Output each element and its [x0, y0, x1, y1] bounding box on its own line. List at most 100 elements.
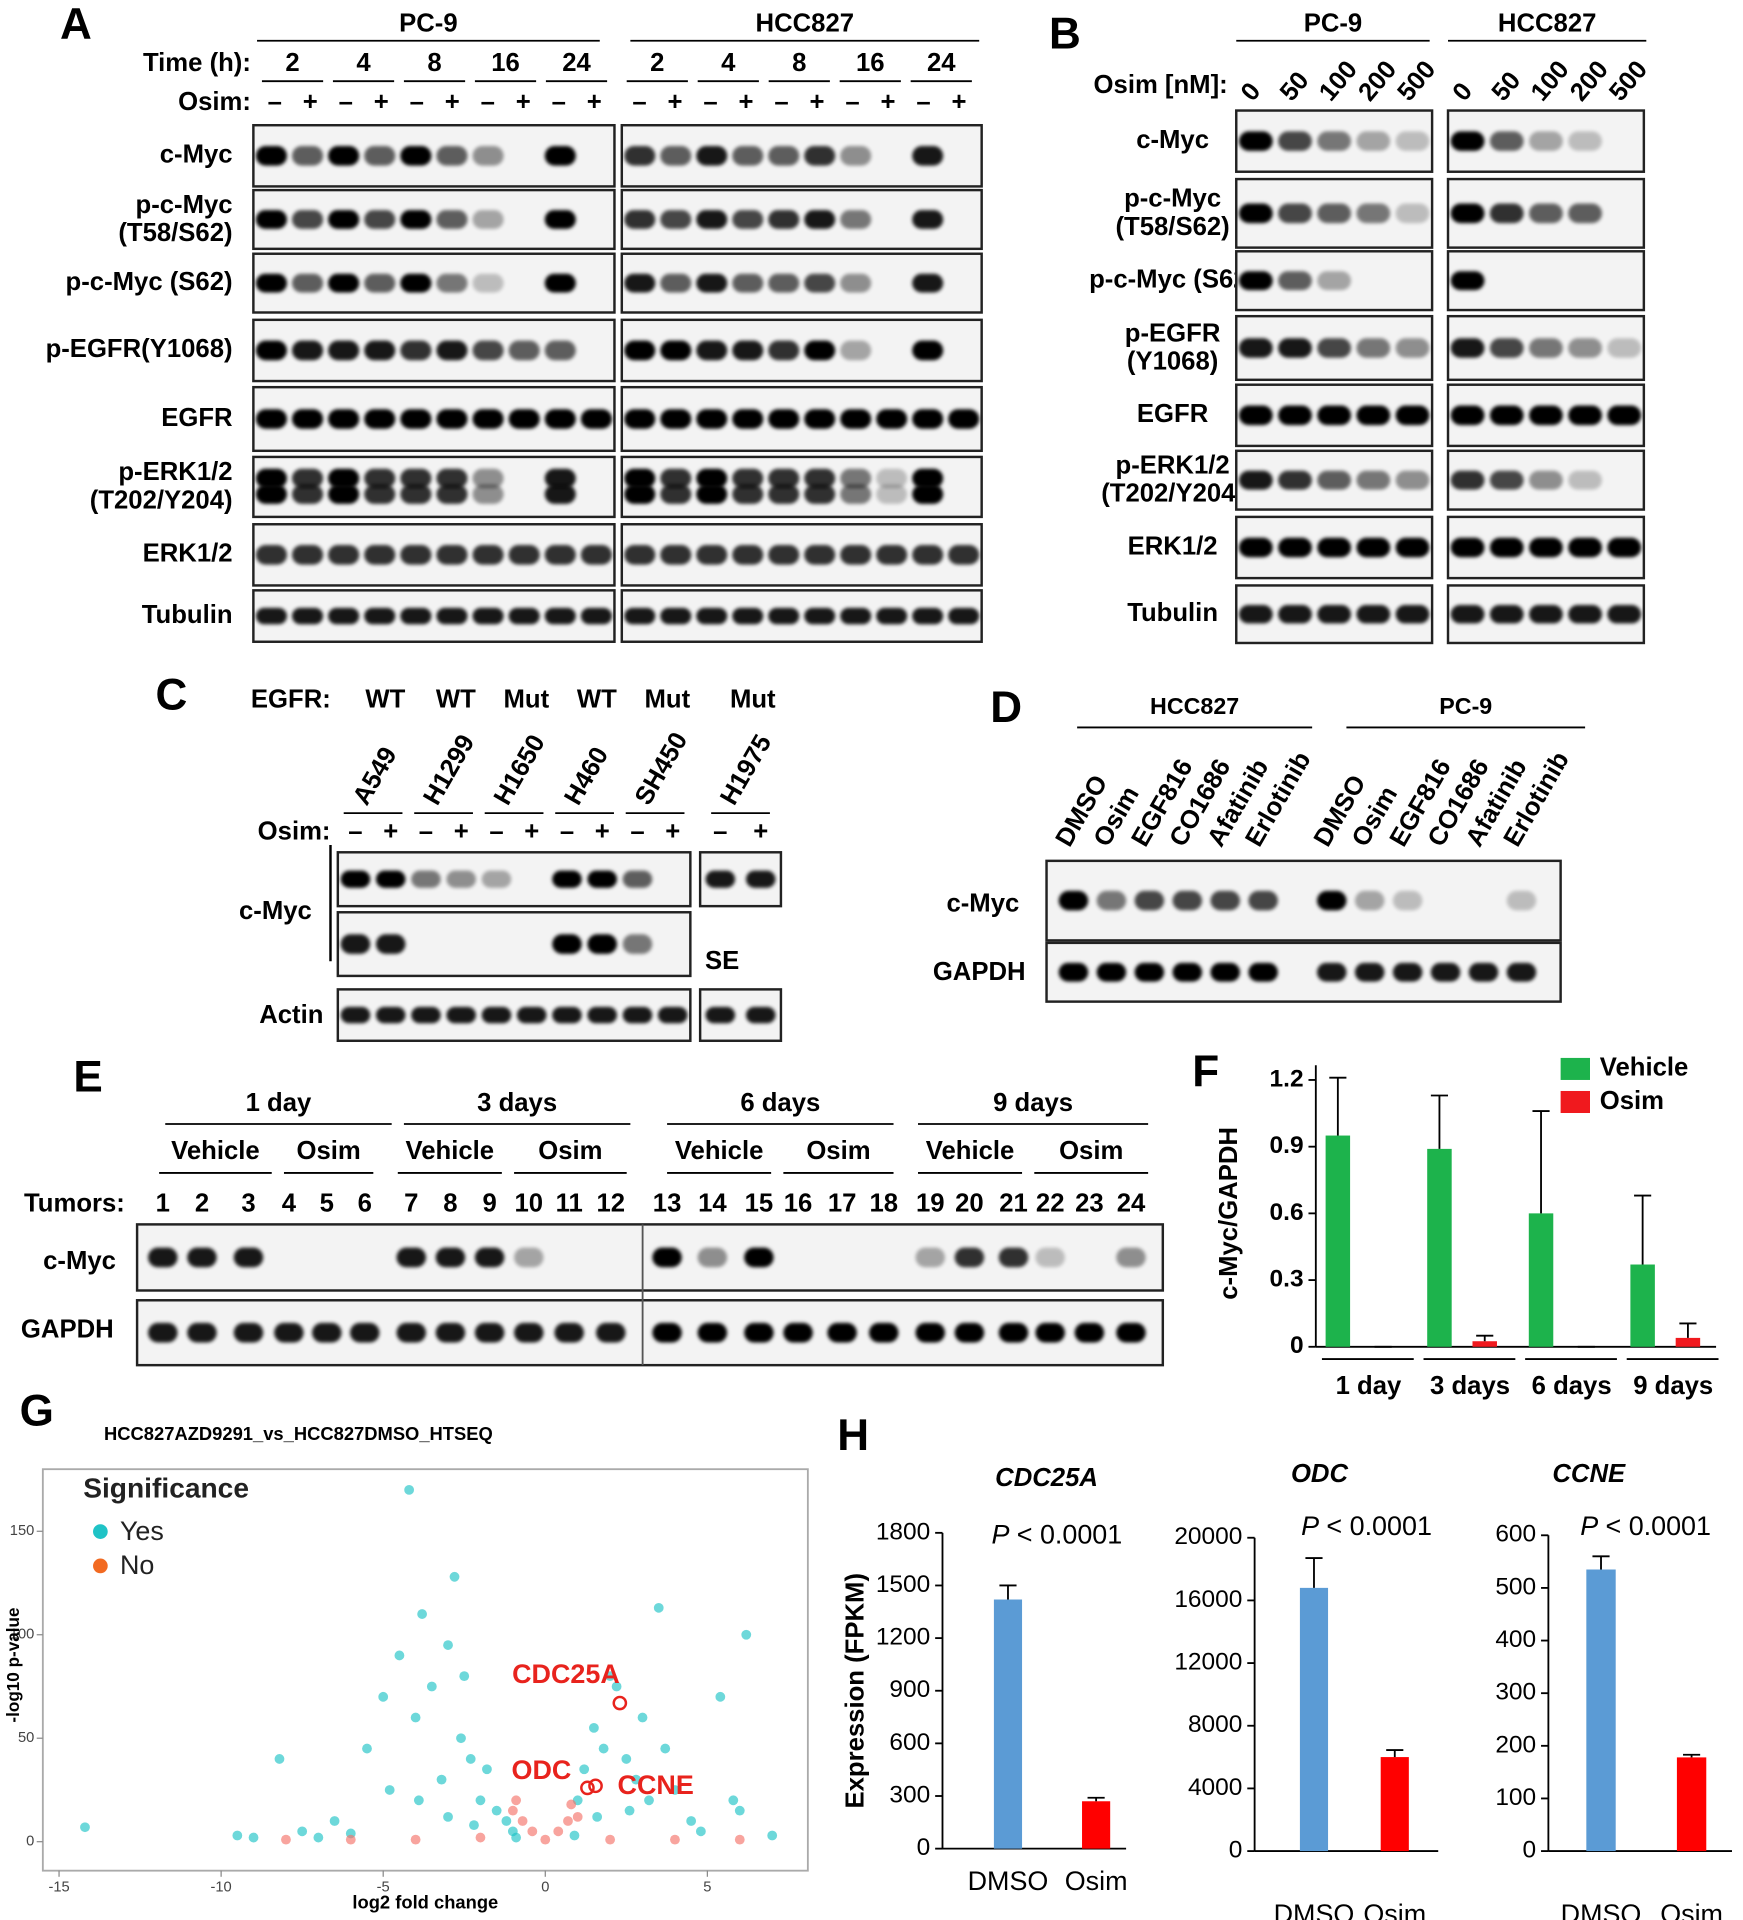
row-label: p-EGFR(Y1068) — [46, 335, 233, 363]
band — [587, 934, 617, 954]
panel-label: G — [20, 1387, 54, 1436]
osim-sign: – — [410, 88, 424, 116]
band — [696, 409, 728, 429]
tumor-number: 12 — [596, 1190, 625, 1218]
point — [611, 1681, 622, 1692]
row-label: c-Myc — [1136, 126, 1209, 154]
point — [624, 1805, 635, 1816]
cell-line: HCC827 — [1150, 693, 1239, 719]
row-label: c-Myc — [946, 890, 1019, 918]
point — [410, 1712, 421, 1723]
band — [312, 1322, 342, 1343]
highlight-marker — [612, 1695, 628, 1711]
band — [732, 146, 764, 166]
band — [1450, 537, 1485, 558]
band — [1395, 537, 1430, 558]
tumor-number: 18 — [869, 1190, 898, 1218]
bar — [1427, 1148, 1452, 1347]
tumor-number: 22 — [1036, 1190, 1065, 1218]
band — [652, 1322, 682, 1343]
panel-label: D — [990, 683, 1022, 732]
y-tick-label: 0 — [917, 1834, 931, 1861]
panel-label: A — [60, 0, 92, 49]
band — [364, 146, 396, 166]
band — [472, 210, 504, 229]
egfr-status: Mut — [730, 685, 776, 713]
bar — [1380, 1757, 1409, 1852]
point — [507, 1805, 518, 1816]
row-label: p-c-Myc (S62) — [66, 268, 233, 296]
tumor-number: 13 — [653, 1190, 682, 1218]
point — [579, 1764, 590, 1775]
band — [255, 409, 287, 429]
legend-dot — [93, 1524, 108, 1539]
annotation-text: < 0.0001 — [1326, 1511, 1431, 1541]
panel-label: B — [1049, 10, 1081, 59]
y-tick-label: 0 — [26, 1834, 34, 1850]
band — [1356, 203, 1391, 224]
band — [364, 468, 396, 488]
band — [869, 1322, 899, 1343]
point — [491, 1805, 502, 1816]
band — [411, 870, 441, 888]
band — [552, 1006, 582, 1024]
dose: 50 — [1275, 67, 1315, 107]
band — [745, 1006, 776, 1024]
band — [364, 545, 396, 565]
band — [292, 484, 324, 504]
time: 16 — [491, 49, 520, 77]
legend-swatch — [1560, 1090, 1590, 1114]
band — [580, 607, 612, 625]
y-tick-label: 0.6 — [1270, 1199, 1304, 1226]
band — [255, 484, 287, 504]
band — [364, 273, 396, 293]
band — [1134, 962, 1165, 982]
tumor-number: 1 — [156, 1190, 170, 1218]
point — [517, 1816, 528, 1826]
y-tick-label: 100 — [1495, 1784, 1536, 1811]
band — [876, 484, 908, 504]
time: 24 — [927, 49, 956, 77]
tumor-number: 7 — [404, 1190, 418, 1218]
panel-label: F — [1192, 1048, 1219, 1097]
band — [1356, 338, 1391, 358]
band — [400, 409, 432, 429]
band — [1568, 338, 1602, 358]
osim-sign: – — [268, 88, 282, 116]
band — [915, 1322, 945, 1343]
band — [1238, 271, 1273, 291]
band — [732, 484, 764, 504]
point — [741, 1629, 752, 1640]
panel-label: E — [73, 1053, 102, 1102]
point — [621, 1754, 632, 1764]
y-tick-label: 4000 — [1188, 1774, 1242, 1801]
band — [840, 468, 872, 488]
band — [436, 273, 468, 293]
x-axis-label: log2 fold change — [352, 1892, 498, 1913]
band — [1238, 537, 1273, 558]
band — [364, 484, 396, 504]
band — [732, 468, 764, 488]
band — [1278, 131, 1312, 151]
cell-line: PC-9 — [1439, 693, 1492, 719]
band — [1354, 890, 1385, 911]
band — [544, 545, 576, 565]
point — [443, 1640, 453, 1650]
band — [436, 409, 468, 429]
osim-sign: + — [445, 88, 460, 116]
highlight-label: CDC25A — [512, 1659, 620, 1689]
band — [474, 1322, 505, 1343]
band — [328, 409, 360, 429]
band — [696, 484, 728, 504]
band — [328, 210, 360, 229]
tumor-number: 9 — [482, 1190, 496, 1218]
band — [1395, 470, 1430, 490]
cell-line: PC-9 — [1304, 10, 1363, 38]
osim-sign: – — [703, 88, 717, 116]
band — [1489, 131, 1524, 151]
band — [474, 1247, 505, 1268]
band — [580, 545, 612, 565]
band — [292, 468, 324, 488]
y-tick-label: 50 — [18, 1730, 34, 1746]
band — [624, 340, 656, 361]
